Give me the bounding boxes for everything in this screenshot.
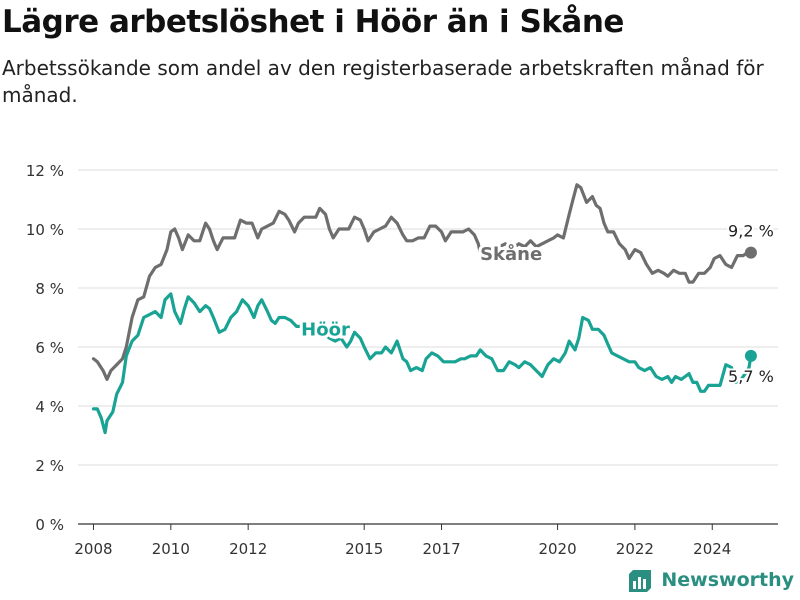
x-tick-label: 2024	[693, 540, 731, 558]
y-tick-label: 10 %	[26, 221, 64, 239]
x-tick-label: 2020	[538, 540, 576, 558]
bar-chart-logo-icon	[629, 570, 652, 592]
y-tick-label: 12 %	[26, 162, 64, 180]
page-title: Lägre arbetslöshet i Höör än i Skåne	[2, 4, 624, 40]
brand-logo: Newsworthy	[627, 568, 794, 592]
y-tick-label: 2 %	[35, 457, 64, 475]
x-tick-label: 2010	[152, 540, 190, 558]
series-end-label: 5,7 %	[728, 367, 774, 386]
brand-name: Newsworthy	[661, 569, 794, 591]
series-labels: 9,2 % 5,7 % Skåne Höör	[298, 220, 776, 388]
x-tick-label: 2015	[345, 540, 383, 558]
x-tick-label: 2008	[74, 540, 112, 558]
series-end-point	[744, 246, 757, 259]
series-line-skne	[91, 183, 753, 381]
gridlines	[78, 169, 778, 525]
series-name-label: Skåne	[480, 243, 542, 265]
x-tick-label: 2012	[229, 540, 267, 558]
y-tick-label: 8 %	[35, 280, 64, 298]
y-tick-label: 6 %	[35, 339, 64, 357]
series-lines	[91, 183, 757, 435]
y-tick-label: 0 %	[35, 516, 64, 534]
series-line-hr	[91, 292, 753, 435]
x-tick-label: 2017	[422, 540, 460, 558]
y-tick-label: 4 %	[35, 398, 64, 416]
series-end-point	[744, 349, 757, 362]
x-axis: 2008 2010 2012 2015 2017 2020 2022 2024	[74, 524, 731, 558]
series-name-label: Höör	[301, 319, 350, 340]
series-end-label: 9,2 %	[728, 222, 774, 241]
y-axis: 0 % 2 % 4 % 6 % 8 % 10 % 12 %	[26, 162, 64, 534]
page-subtitle: Arbetssökande som andel av den registerb…	[2, 56, 764, 107]
x-tick-label: 2022	[616, 540, 654, 558]
